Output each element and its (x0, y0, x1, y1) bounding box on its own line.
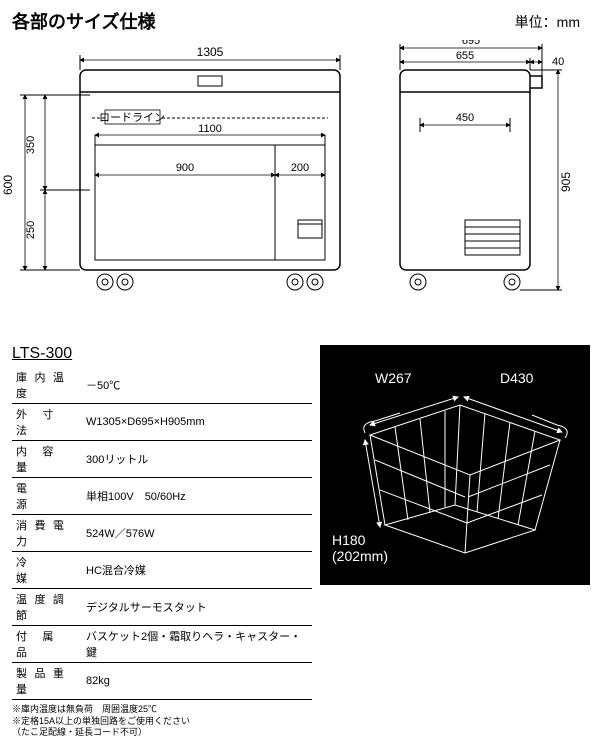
load-line-label: ロードライン (99, 112, 165, 124)
basket-w: W267 (375, 370, 412, 386)
basket-d: D430 (500, 370, 534, 386)
footnote-line: ※庫内温度は無負荷 周囲温度25℃ (12, 704, 312, 716)
spec-label: 内 容 量 (12, 441, 82, 478)
spec-row: 内 容 量300リットル (12, 441, 312, 478)
spec-value: 300リットル (82, 441, 312, 478)
spec-value: W1305×D695×H905mm (82, 404, 312, 441)
spec-value: デジタルサーモスタット (82, 589, 312, 626)
dim-front-width: 1305 (197, 45, 224, 59)
spec-value: 524W／576W (82, 515, 312, 552)
spec-row: 電 源単相100V 50/60Hz (12, 478, 312, 515)
dim-h3: 250 (25, 221, 37, 239)
basket-photo: W267 D430 H180 (202mm) (320, 345, 590, 585)
spec-row: 庫 内 温 度－50℃ (12, 367, 312, 404)
basket-h2: (202mm) (332, 548, 388, 564)
page-title: 各部のサイズ仕様 (12, 8, 155, 34)
basket-h: H180 (332, 532, 366, 548)
dim-h2: 350 (25, 136, 37, 154)
spec-row: 温 度 調 節デジタルサーモスタット (12, 589, 312, 626)
diagram-area: 1305 600 350 250 ロードライン 1100 (0, 40, 600, 330)
unit-label: 単位：mm (515, 12, 580, 32)
spec-value: 単相100V 50/60Hz (82, 478, 312, 515)
spec-value: －50℃ (82, 367, 312, 404)
spec-table: 庫 内 温 度－50℃外 寸 法W1305×D695×H905mm内 容 量30… (12, 367, 312, 700)
dim-655: 655 (456, 50, 474, 62)
dim-905: 905 (559, 172, 573, 192)
spec-label: 庫 内 温 度 (12, 367, 82, 404)
spec-row: 製 品 重 量82kg (12, 663, 312, 700)
footnote-line: （たこ足配線・延長コード不可） (12, 727, 312, 739)
dim-h1: 600 (1, 175, 15, 195)
model-number: LTS-300 (12, 345, 312, 363)
dim-900: 900 (176, 162, 194, 174)
spec-label: 外 寸 法 (12, 404, 82, 441)
spec-row: 外 寸 法W1305×D695×H905mm (12, 404, 312, 441)
spec-section: LTS-300 庫 内 温 度－50℃外 寸 法W1305×D695×H905m… (12, 345, 312, 739)
spec-label: 電 源 (12, 478, 82, 515)
spec-row: 消 費 電 力524W／576W (12, 515, 312, 552)
spec-value: バスケット2個・霜取りヘラ・キャスター・鍵 (82, 626, 312, 663)
spec-row: 冷 媒HC混合冷媒 (12, 552, 312, 589)
spec-label: 製 品 重 量 (12, 663, 82, 700)
dim-200: 200 (291, 162, 309, 174)
dim-695: 695 (462, 40, 480, 47)
spec-row: 付 属 品バスケット2個・霜取りヘラ・キャスター・鍵 (12, 626, 312, 663)
spec-label: 冷 媒 (12, 552, 82, 589)
spec-label: 温 度 調 節 (12, 589, 82, 626)
dim-1100: 1100 (198, 123, 222, 135)
dim-450: 450 (456, 112, 474, 124)
spec-label: 付 属 品 (12, 626, 82, 663)
spec-value: HC混合冷媒 (82, 552, 312, 589)
dimension-drawing: 1305 600 350 250 ロードライン 1100 (0, 40, 600, 330)
spec-value: 82kg (82, 663, 312, 700)
footnote-line: ※定格15A以上の単独回路をご使用ください (12, 716, 312, 728)
footnotes: ※庫内温度は無負荷 周囲温度25℃※定格15A以上の単独回路をご使用ください（た… (12, 704, 312, 739)
dim-40: 40 (552, 56, 564, 68)
spec-label: 消 費 電 力 (12, 515, 82, 552)
